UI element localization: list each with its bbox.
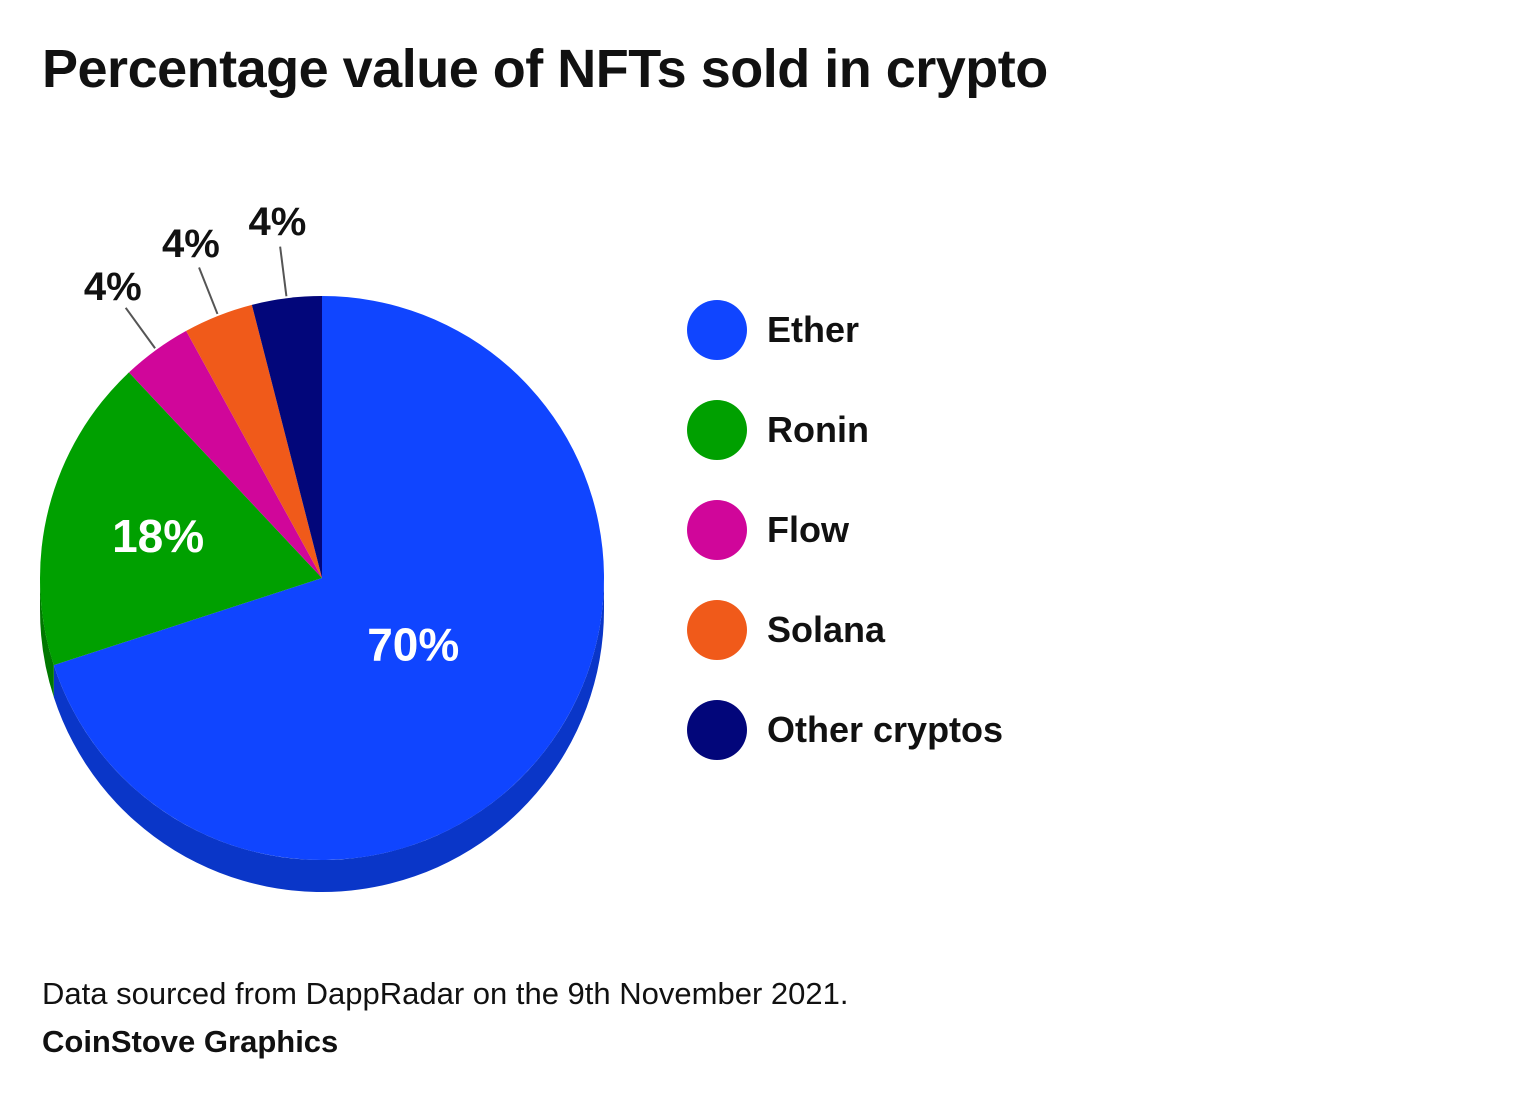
legend-swatch-ether: [687, 300, 747, 360]
data-label-ronin: 18%: [112, 510, 204, 562]
leader-line-flow: [124, 307, 156, 349]
legend-swatch-flow: [687, 500, 747, 560]
leader-line-other-cryptos: [279, 246, 288, 297]
pie-slice-ronin: [40, 372, 323, 666]
pie-slice-solana: [186, 304, 322, 578]
legend-swatch-solana: [687, 600, 747, 660]
pie-slice-ether: [53, 296, 605, 860]
pie-depth-layer: [40, 578, 604, 892]
data-label-flow: 4%: [84, 265, 142, 309]
legend-swatch-other-cryptos: [687, 700, 747, 760]
legend-label-ronin: Ronin: [767, 409, 869, 450]
chart-title: Percentage value of NFTs sold in crypto: [42, 39, 1048, 99]
legend-item-flow: Flow: [687, 500, 1003, 560]
leader-line-solana: [198, 267, 219, 315]
pie-leader-lines: [124, 246, 288, 349]
legend-item-solana: Solana: [687, 600, 1003, 660]
legend-swatch-ronin: [687, 400, 747, 460]
legend-label-other-cryptos: Other cryptos: [767, 709, 1004, 750]
footer-credit: CoinStove Graphics: [42, 1024, 339, 1059]
pie-depth-ronin: [40, 578, 54, 698]
legend: Ether Ronin Flow Solana Other cryptos: [687, 300, 1003, 800]
legend-item-ether: Ether: [687, 300, 1003, 360]
legend-label-solana: Solana: [767, 609, 886, 650]
pie-slice-flow: [128, 330, 322, 578]
footer-source-note: Data sourced from DappRadar on the 9th N…: [42, 976, 849, 1011]
pie-slice-other-cryptos: [251, 296, 322, 578]
legend-item-ronin: Ronin: [687, 400, 1003, 460]
pie-slices-layer: [40, 296, 605, 860]
data-label-other-cryptos: 4%: [248, 200, 306, 244]
data-label-ether: 70%: [367, 618, 459, 670]
legend-label-flow: Flow: [767, 509, 849, 550]
legend-item-other-cryptos: Other cryptos: [687, 700, 1003, 760]
data-label-solana: 4%: [162, 222, 220, 266]
pie-chart: 70% 18% 4% 4% 4%: [40, 200, 605, 892]
pie-data-labels: 70% 18% 4% 4% 4%: [84, 200, 459, 670]
legend-label-ether: Ether: [767, 309, 860, 350]
